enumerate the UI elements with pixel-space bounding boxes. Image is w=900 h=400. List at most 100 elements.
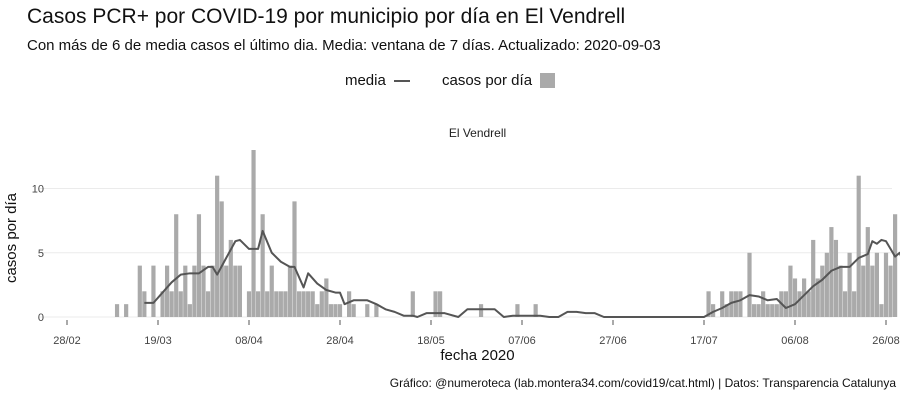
bar <box>151 265 156 317</box>
bar <box>306 291 311 317</box>
bar <box>792 278 798 317</box>
bar <box>478 304 484 317</box>
bar <box>874 252 879 317</box>
x-tick-label: 19/03 <box>144 335 172 347</box>
bar <box>374 304 379 317</box>
bar <box>774 304 779 317</box>
bar <box>292 201 297 317</box>
bar <box>351 304 356 317</box>
y-tick-label: 0 <box>38 312 44 324</box>
bar <box>815 278 820 317</box>
bar <box>893 214 898 317</box>
bar <box>319 291 324 317</box>
axis-layer: 0 5 10 28/02 19/03 08/04 28/04 18/05 07/06 27/06 1… <box>32 184 900 347</box>
bar <box>237 265 242 317</box>
x-tick-label: 06/08 <box>781 335 809 347</box>
bar <box>174 214 179 317</box>
series-line-media <box>144 229 900 318</box>
bar <box>269 265 274 317</box>
bar <box>711 304 716 317</box>
legend-label-casos: casos por día <box>441 72 533 89</box>
bar <box>770 304 775 317</box>
bar <box>761 291 766 317</box>
bar <box>246 291 252 317</box>
bar <box>251 150 256 317</box>
bar <box>733 291 738 317</box>
bar <box>324 278 329 317</box>
bar <box>301 291 306 317</box>
bar <box>337 304 343 317</box>
bar <box>738 291 743 317</box>
x-tick-label: 27/06 <box>599 335 627 347</box>
bar <box>219 201 224 317</box>
bar <box>187 304 192 317</box>
bar <box>165 265 170 317</box>
bar <box>820 265 825 317</box>
bar <box>328 304 333 317</box>
bar <box>765 304 770 317</box>
bar <box>233 265 238 317</box>
x-tick-label: 07/06 <box>508 335 536 347</box>
legend: media casos por día <box>0 72 900 89</box>
bar <box>333 304 338 317</box>
bar <box>265 291 270 317</box>
bar <box>729 291 734 317</box>
bar <box>788 265 793 317</box>
bar <box>879 304 884 317</box>
bar <box>438 291 443 317</box>
bar <box>838 265 843 317</box>
bar <box>178 291 183 317</box>
bar <box>296 291 302 317</box>
bar <box>205 291 211 317</box>
bar <box>751 304 757 317</box>
x-axis-label: fecha 2020 <box>440 347 515 364</box>
bar <box>201 265 206 317</box>
bar <box>847 252 852 317</box>
bar <box>433 291 438 317</box>
y-tick-label: 5 <box>38 248 44 260</box>
bar <box>842 291 848 317</box>
bar <box>183 265 188 317</box>
legend-item-casos: casos por día <box>441 72 556 89</box>
bar <box>865 227 870 317</box>
x-tick-label: 18/05 <box>417 335 445 347</box>
bar <box>824 252 829 317</box>
bar <box>347 291 352 317</box>
y-tick-label: 10 <box>32 184 44 196</box>
bar <box>160 291 165 317</box>
line-layer <box>144 229 900 318</box>
bar <box>861 265 866 317</box>
bar <box>515 304 520 317</box>
chart-caption: Gráfico: @numeroteca (lab.montera34.com/… <box>389 376 896 390</box>
bar <box>533 304 538 317</box>
bar <box>114 304 120 317</box>
x-tick-label: 26/08 <box>872 335 900 347</box>
bar <box>310 291 315 317</box>
bar <box>142 291 147 317</box>
bar <box>278 291 283 317</box>
bar <box>224 265 229 317</box>
bar <box>192 265 197 317</box>
x-tick-label: 17/07 <box>690 335 718 347</box>
bar <box>783 291 788 317</box>
chart-subtitle: Con más de 6 de media casos el último di… <box>27 37 661 54</box>
chart-title: Casos PCR+ por COVID-19 por municipio po… <box>27 5 626 28</box>
bar <box>260 214 265 317</box>
bar <box>720 291 725 317</box>
bar <box>315 304 320 317</box>
bar <box>210 265 215 317</box>
bar <box>870 265 875 317</box>
bar <box>747 252 752 317</box>
bar <box>724 304 729 317</box>
legend-label-media: media <box>344 72 386 89</box>
bar <box>883 252 889 317</box>
y-axis-label: casos por día <box>2 192 20 284</box>
bar <box>802 278 807 317</box>
bar <box>196 214 202 317</box>
bar <box>124 304 129 317</box>
bar <box>811 239 816 317</box>
bar <box>287 265 293 317</box>
bar-layer <box>114 150 898 317</box>
